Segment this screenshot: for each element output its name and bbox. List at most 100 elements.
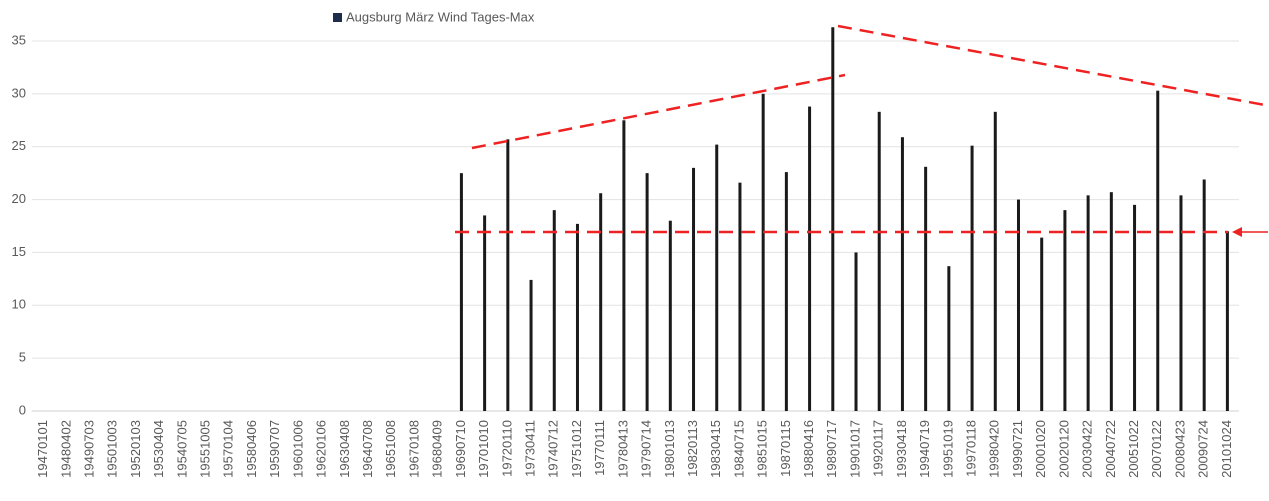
bar [1179, 195, 1183, 411]
x-tick-label: 19730411 [522, 420, 537, 477]
bar [947, 266, 951, 411]
y-tick-label: 10 [12, 297, 26, 312]
x-tick-label: 19701010 [476, 420, 491, 478]
x-tick-label: 19540705 [174, 420, 189, 478]
x-tick-label: 19670108 [406, 420, 421, 478]
x-tick-label: 19551005 [198, 420, 213, 478]
y-tick-label: 20 [12, 191, 26, 206]
x-tick-label: 19840715 [731, 420, 746, 478]
bar [1109, 192, 1113, 411]
bar [622, 120, 626, 412]
x-tick-label: 20030422 [1080, 420, 1095, 478]
x-tick-label: 19690710 [453, 420, 468, 478]
bar [854, 252, 858, 411]
x-tick-label: 19980420 [987, 420, 1002, 478]
x-tick-label: 19801013 [662, 420, 677, 478]
x-tick-label: 19940719 [917, 420, 932, 478]
bar [784, 172, 788, 411]
x-tick-label: 19530404 [151, 420, 166, 478]
bar [645, 173, 649, 411]
y-tick-label: 15 [12, 244, 26, 259]
x-tick-label: 19830415 [708, 420, 723, 478]
x-tick-label: 19901017 [847, 420, 862, 478]
bar [877, 111, 881, 411]
plot: 0 5 10 15 20 25 30 35 19470101 19480402 19490703 19… [12, 9, 1239, 478]
bar [1225, 231, 1229, 411]
bar [1133, 204, 1137, 411]
bar [668, 220, 672, 411]
bar [1202, 179, 1206, 411]
x-tick-label: 20070122 [1149, 420, 1164, 478]
bar [993, 111, 997, 411]
x-tick-label: 20020120 [1056, 420, 1071, 478]
x-tick-label: 19780413 [615, 420, 630, 478]
bar [900, 137, 904, 411]
bar [808, 106, 812, 412]
x-tick-label: 19501003 [105, 420, 120, 478]
trend-line [471, 73, 846, 150]
x-tick-label: 19770111 [592, 420, 607, 476]
x-tick-label: 19951019 [940, 420, 955, 478]
x-tick-label: 19601006 [290, 420, 305, 478]
bar [1086, 195, 1090, 411]
legend-swatch [333, 13, 342, 22]
arrow-head [1232, 227, 1242, 237]
x-tick-label: 19520103 [128, 420, 143, 478]
x-tick-label: 19651008 [383, 420, 398, 478]
bar [459, 173, 463, 411]
x-tick-label: 19720110 [499, 420, 514, 477]
y-tick-label: 30 [12, 85, 26, 100]
bar [1063, 210, 1067, 411]
x-tick-label: 19640708 [360, 420, 375, 478]
x-tick-label: 19590707 [267, 420, 282, 478]
bar [831, 27, 835, 412]
x-tick-label: 19751012 [569, 420, 584, 478]
x-tick-label: 20090724 [1196, 420, 1211, 478]
bar [506, 139, 510, 412]
x-tick-label: 19740712 [546, 420, 561, 478]
x-tick-label: 19580406 [244, 420, 259, 478]
x-tick-label: 19790714 [639, 420, 654, 478]
bar [715, 144, 719, 411]
x-tick-label: 19480402 [58, 420, 73, 478]
x-tick-label: 19890717 [824, 420, 839, 478]
x-tick-label: 20080423 [1172, 420, 1187, 478]
trend-annotations [455, 24, 1266, 234]
x-tick-label: 20040722 [1103, 420, 1118, 478]
x-tick-label: 19880416 [801, 420, 816, 478]
x-tick-label: 19930418 [894, 420, 909, 478]
x-tick-label: 19990721 [1010, 420, 1025, 478]
bar [552, 210, 556, 411]
legend-label: Augsburg März Wind Tages-Max [346, 9, 535, 24]
x-tick-label: 19820113 [685, 420, 700, 477]
bar [738, 182, 742, 411]
x-tick-label: 20001020 [1033, 420, 1048, 478]
x-tick-label: 19620106 [314, 420, 329, 478]
y-tick-label: 5 [19, 350, 26, 365]
x-tick-label: 19970118 [964, 420, 979, 477]
bar [761, 93, 765, 411]
x-tick-label: 20051022 [1126, 420, 1141, 478]
x-tick-label: 19470101 [35, 420, 50, 478]
bar [599, 193, 603, 411]
bar [1156, 90, 1160, 411]
y-tick-label: 0 [19, 402, 26, 417]
bar [1040, 237, 1044, 411]
x-tick-label: 19490703 [81, 420, 96, 478]
bar [575, 223, 579, 411]
y-tick-label: 35 [12, 32, 26, 47]
bar [692, 167, 696, 411]
bar [483, 215, 487, 411]
x-tick-label: 19851015 [755, 420, 770, 478]
y-tick-label: 25 [12, 138, 26, 153]
bar [529, 279, 533, 411]
bar [1016, 199, 1020, 411]
x-tick-label: 19570104 [221, 420, 236, 478]
bar [970, 145, 974, 411]
x-tick-label: 20101024 [1219, 420, 1234, 478]
bar [924, 166, 928, 411]
x-tick-label: 19630408 [337, 420, 352, 478]
x-tick-label: 19680409 [430, 420, 445, 478]
x-tick-label: 19870115 [778, 420, 793, 477]
